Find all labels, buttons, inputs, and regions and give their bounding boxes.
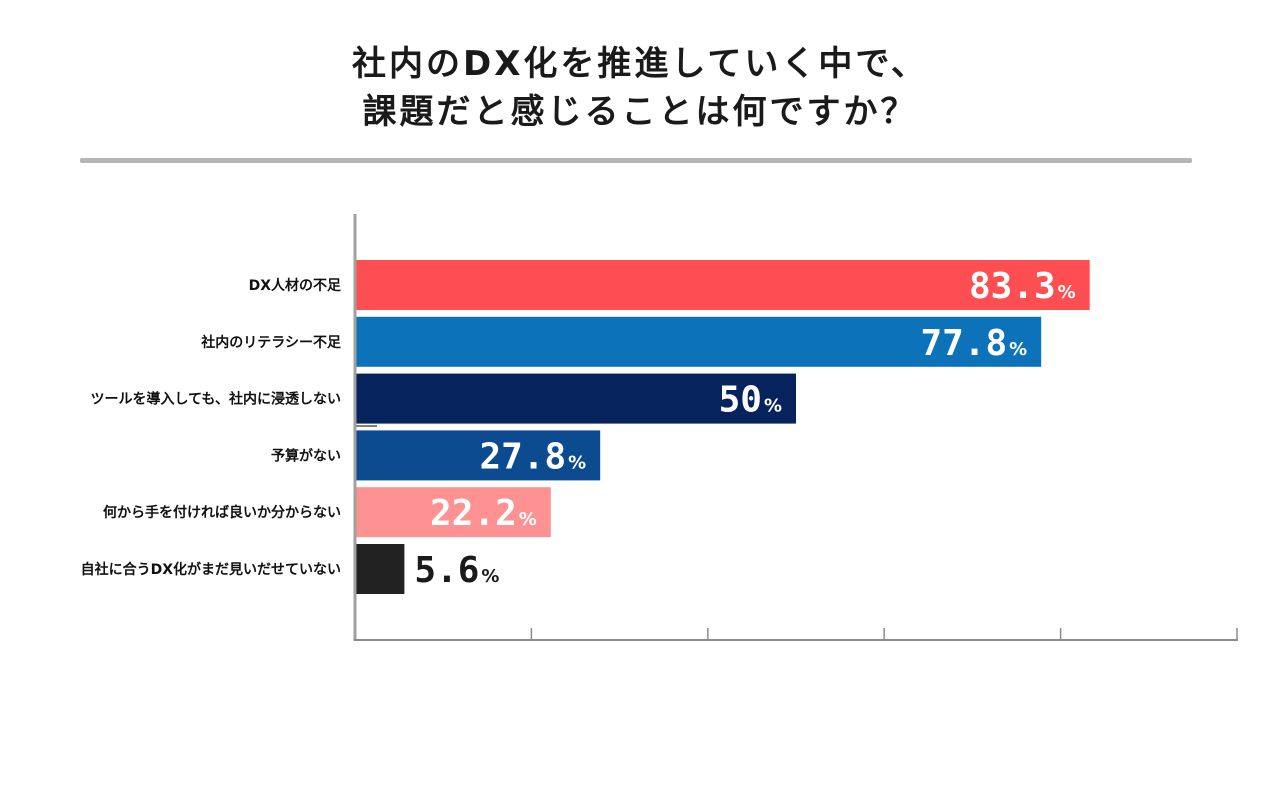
data-label: 83.3%	[969, 266, 1076, 307]
data-label: 50%	[719, 380, 782, 421]
category-label: DX人材の不足	[249, 277, 342, 294]
data-label: 5.6%	[414, 550, 499, 591]
category-label: 何から手を付ければ良いか分からない	[103, 504, 341, 521]
bar	[355, 316, 1042, 367]
bar	[355, 430, 601, 481]
bar	[355, 373, 796, 424]
data-label: 27.8%	[479, 436, 586, 477]
data-label: 22.2%	[430, 493, 537, 534]
category-label: ツールを導入しても、社内に浸透しない	[91, 391, 341, 408]
title-divider	[80, 158, 1192, 163]
bar	[355, 544, 405, 594]
bar	[355, 487, 551, 538]
data-label: 77.8%	[920, 323, 1027, 364]
category-label: 予算がない	[271, 447, 341, 464]
category-label: 社内のリテラシー不足	[200, 334, 342, 351]
chart-title-line-2: 課題だと感じることは何ですか？	[362, 92, 918, 132]
category-label: 自社に合うDX化がまだ見いだせていない	[81, 561, 341, 578]
bar	[355, 260, 1090, 310]
chart-title: 社内のDX化を推進していく中で、 課題だと感じることは何ですか？	[0, 40, 1280, 136]
chart-title-line-1: 社内のDX化を推進していく中で、	[351, 44, 929, 84]
